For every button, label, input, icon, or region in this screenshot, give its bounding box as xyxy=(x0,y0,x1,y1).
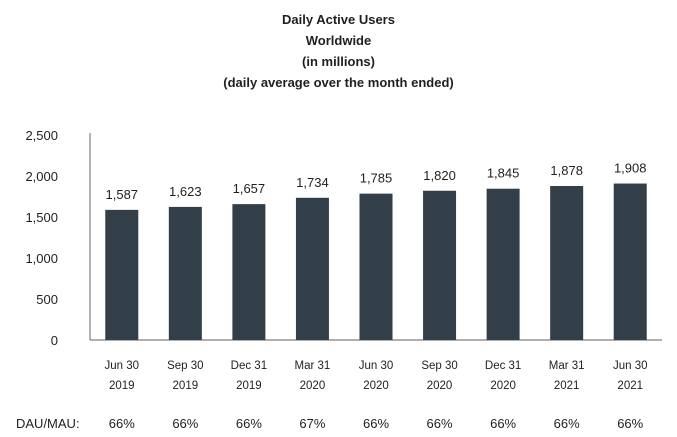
data-label: 1,845 xyxy=(487,166,520,181)
dau-mau-value: 66% xyxy=(617,416,643,431)
x-tick-label-date: Sep 30 xyxy=(421,360,457,372)
chart-title: Daily Active Users xyxy=(282,12,395,27)
x-tick-label-year: 2021 xyxy=(554,380,580,392)
data-label: 1,623 xyxy=(169,184,202,199)
dau-mau-value: 66% xyxy=(236,416,262,431)
bar xyxy=(295,197,329,340)
y-tick-label: 500 xyxy=(36,292,58,307)
x-tick-label-year: 2019 xyxy=(173,380,199,392)
bar xyxy=(359,193,393,340)
y-tick-label: 0 xyxy=(51,333,58,348)
dau-mau-value: 66% xyxy=(427,416,453,431)
data-label: 1,908 xyxy=(614,161,647,176)
y-tick-label: 1,000 xyxy=(25,251,58,266)
x-tick-label-year: 2019 xyxy=(109,380,135,392)
x-tick-label-date: Jun 30 xyxy=(359,360,394,372)
x-tick-label-year: 2020 xyxy=(300,380,326,392)
bar xyxy=(550,186,584,340)
x-tick-label-year: 2021 xyxy=(617,380,643,392)
dau-mau-value: 66% xyxy=(490,416,516,431)
x-tick-label-year: 2020 xyxy=(490,380,516,392)
dau-mau-label: DAU/MAU: xyxy=(16,416,80,431)
data-label: 1,820 xyxy=(423,168,456,183)
y-tick-label: 2,000 xyxy=(25,169,58,184)
data-label: 1,587 xyxy=(106,187,139,202)
y-tick-label: 1,500 xyxy=(25,210,58,225)
x-tick-label-date: Jun 30 xyxy=(105,360,140,372)
dau-mau-value: 66% xyxy=(109,416,135,431)
data-label: 1,878 xyxy=(550,163,583,178)
bar xyxy=(613,183,647,340)
x-tick-label-year: 2019 xyxy=(236,380,262,392)
dau-mau-value: 67% xyxy=(299,416,325,431)
chart-title-block: Daily Active Users Worldwide (in million… xyxy=(0,9,677,93)
x-tick-label-date: Mar 31 xyxy=(295,360,331,372)
x-tick-label-date: Mar 31 xyxy=(549,360,585,372)
bar xyxy=(232,204,266,340)
x-tick-label-year: 2020 xyxy=(427,380,453,392)
x-tick-label-date: Sep 30 xyxy=(167,360,203,372)
x-tick-label-date: Jun 30 xyxy=(613,360,648,372)
bar xyxy=(486,188,520,340)
x-tick-label-year: 2020 xyxy=(363,380,389,392)
y-tick-label: 2,500 xyxy=(25,128,58,143)
chart-subtitle-1: Worldwide xyxy=(305,33,372,48)
bar xyxy=(423,190,457,340)
data-label: 1,657 xyxy=(233,181,266,196)
data-label: 1,734 xyxy=(296,175,329,190)
bar xyxy=(168,206,202,340)
dau-mau-value: 66% xyxy=(554,416,580,431)
dau-mau-value: 66% xyxy=(172,416,198,431)
x-tick-label-date: Dec 31 xyxy=(231,360,267,372)
bar xyxy=(105,209,139,340)
chart-subtitle-3: (daily average over the month ended) xyxy=(223,75,454,90)
x-tick-label-date: Dec 31 xyxy=(485,360,521,372)
data-label: 1,785 xyxy=(360,171,393,186)
chart-subtitle-2: (in millions) xyxy=(302,54,375,69)
dau-mau-value: 66% xyxy=(363,416,389,431)
